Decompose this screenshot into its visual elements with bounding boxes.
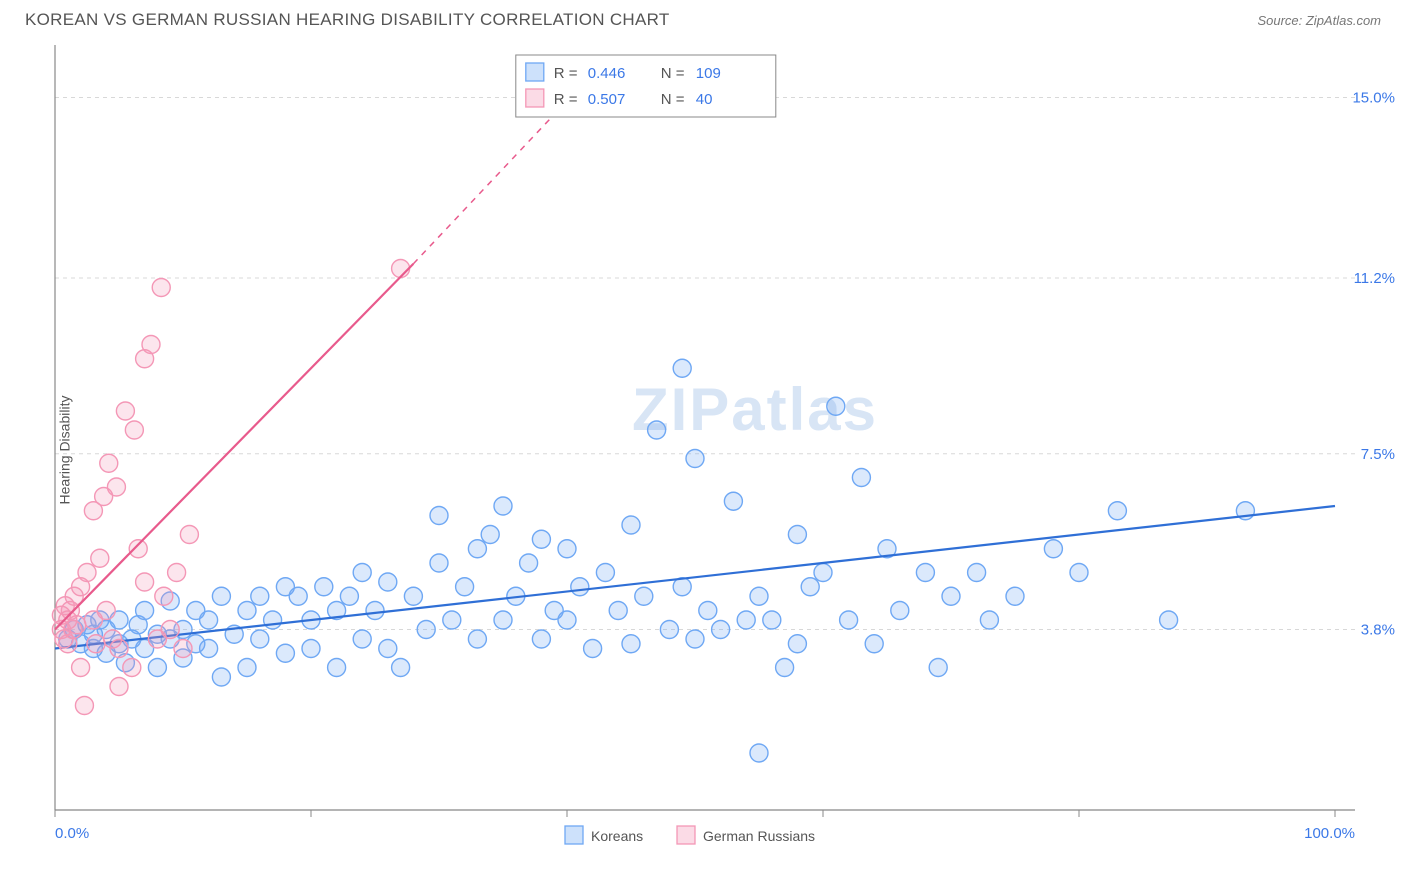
y-axis-label: Hearing Disability bbox=[56, 396, 72, 505]
svg-text:11.2%: 11.2% bbox=[1354, 270, 1395, 287]
chart-svg: 3.8%7.5%11.2%15.0%0.0%100.0%ZIPatlasR =0… bbox=[0, 30, 1406, 870]
svg-text:15.0%: 15.0% bbox=[1352, 90, 1395, 107]
svg-text:109: 109 bbox=[696, 65, 721, 82]
source-label: Source: ZipAtlas.com bbox=[1257, 13, 1381, 28]
svg-text:0.507: 0.507 bbox=[588, 91, 626, 108]
svg-text:0.446: 0.446 bbox=[588, 65, 626, 82]
svg-text:R =: R = bbox=[554, 65, 578, 82]
svg-text:R =: R = bbox=[554, 91, 578, 108]
svg-text:Koreans: Koreans bbox=[591, 828, 643, 844]
svg-text:N =: N = bbox=[661, 91, 685, 108]
chart-title: KOREAN VS GERMAN RUSSIAN HEARING DISABIL… bbox=[25, 10, 670, 30]
svg-text:7.5%: 7.5% bbox=[1361, 446, 1395, 463]
svg-text:40: 40 bbox=[696, 91, 713, 108]
svg-text:0.0%: 0.0% bbox=[55, 825, 89, 842]
svg-text:100.0%: 100.0% bbox=[1304, 825, 1355, 842]
svg-text:N =: N = bbox=[661, 65, 685, 82]
svg-text:3.8%: 3.8% bbox=[1361, 622, 1395, 639]
svg-text:German Russians: German Russians bbox=[703, 828, 815, 844]
chart-area: Hearing Disability 3.8% 7.5% 11.2% 15.0% 0.0… bbox=[0, 30, 1406, 870]
